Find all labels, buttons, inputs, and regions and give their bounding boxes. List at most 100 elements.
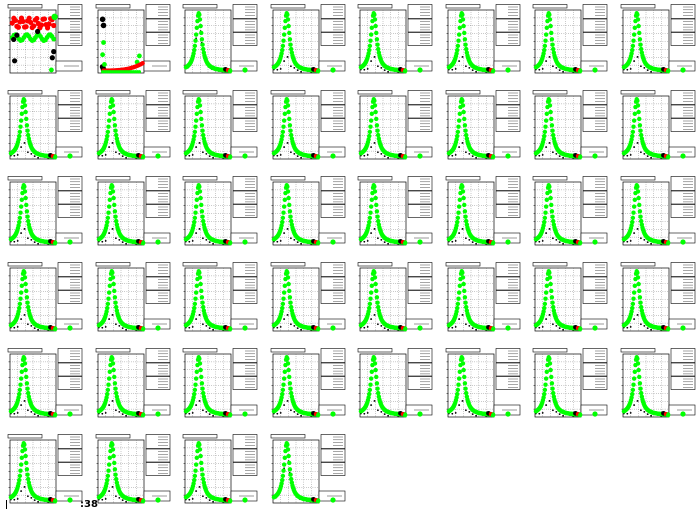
green-point bbox=[109, 184, 115, 189]
panel-title-box bbox=[620, 4, 655, 9]
black-point bbox=[387, 414, 389, 417]
panel-32 bbox=[7, 348, 83, 418]
green-point bbox=[372, 103, 378, 108]
green-point bbox=[18, 204, 24, 209]
stats-box bbox=[495, 204, 520, 218]
green-point bbox=[17, 305, 22, 311]
black-point bbox=[198, 228, 201, 230]
green-point bbox=[549, 288, 554, 294]
black-point bbox=[191, 153, 194, 156]
green-marker bbox=[490, 154, 495, 160]
green-point bbox=[460, 361, 465, 366]
green-point bbox=[106, 376, 111, 381]
green-point bbox=[635, 109, 641, 115]
green-point bbox=[23, 195, 28, 201]
panel-title-box bbox=[7, 262, 43, 267]
panel-24 bbox=[7, 262, 83, 332]
stats-box bbox=[320, 104, 345, 119]
black-point bbox=[202, 323, 204, 326]
black-point bbox=[104, 153, 107, 156]
panel-22 bbox=[532, 176, 608, 246]
green-point bbox=[630, 215, 635, 221]
panel-26 bbox=[182, 262, 258, 332]
green-point bbox=[374, 123, 380, 128]
panel-0 bbox=[7, 4, 83, 74]
green-point bbox=[366, 137, 371, 142]
green-point bbox=[368, 118, 374, 123]
green-point bbox=[280, 43, 285, 49]
stats-box bbox=[407, 204, 433, 218]
black-point bbox=[454, 325, 457, 328]
black-point bbox=[558, 241, 561, 244]
panel-36 bbox=[357, 348, 433, 418]
black-point bbox=[366, 67, 369, 70]
black-point bbox=[552, 409, 554, 412]
green-point bbox=[457, 369, 462, 374]
panel-title-box bbox=[270, 90, 305, 95]
green-point bbox=[453, 51, 459, 56]
green-point bbox=[26, 132, 31, 138]
green-marker bbox=[577, 154, 583, 160]
black-point bbox=[363, 240, 366, 243]
panel-28 bbox=[357, 262, 433, 332]
green-point bbox=[456, 290, 461, 295]
green-point bbox=[635, 23, 641, 29]
green-point bbox=[109, 98, 115, 103]
panel-38 bbox=[532, 348, 608, 418]
black-point bbox=[471, 241, 474, 244]
panel-23 bbox=[620, 176, 695, 246]
panel-title-box bbox=[270, 262, 305, 267]
black-point bbox=[548, 228, 551, 230]
green-point bbox=[368, 376, 374, 381]
stats-box bbox=[582, 290, 608, 304]
panel-title-box bbox=[182, 348, 218, 353]
green-marker bbox=[592, 239, 598, 245]
green-point bbox=[543, 376, 549, 381]
stats-box bbox=[495, 190, 520, 205]
green-point bbox=[368, 32, 374, 37]
black-point bbox=[558, 327, 561, 330]
green-marker bbox=[315, 240, 320, 246]
green-point bbox=[631, 32, 636, 37]
black-point bbox=[632, 318, 635, 320]
green-point bbox=[26, 304, 31, 310]
green-point bbox=[112, 386, 118, 391]
green-point bbox=[373, 109, 378, 115]
green-marker bbox=[417, 67, 423, 73]
green-point bbox=[632, 197, 637, 202]
black-point bbox=[457, 232, 460, 234]
black-point bbox=[13, 412, 16, 415]
green-point bbox=[17, 219, 22, 225]
green-point bbox=[280, 215, 285, 221]
green-point bbox=[462, 128, 468, 133]
black-point bbox=[275, 412, 278, 415]
black-point bbox=[464, 151, 467, 154]
green-point bbox=[286, 202, 291, 208]
black-point bbox=[555, 238, 558, 241]
green-point bbox=[637, 214, 643, 219]
green-point bbox=[462, 123, 467, 128]
green-marker bbox=[140, 154, 145, 160]
black-point bbox=[117, 238, 120, 241]
panel-title-box bbox=[95, 348, 130, 353]
green-point bbox=[543, 118, 549, 123]
green-marker bbox=[592, 325, 598, 331]
black-point bbox=[383, 155, 386, 158]
green-point bbox=[24, 123, 30, 128]
panel-title-box bbox=[357, 90, 393, 95]
black-point bbox=[212, 328, 214, 331]
black-point bbox=[292, 324, 295, 327]
green-point bbox=[456, 32, 461, 37]
black-point bbox=[286, 142, 288, 144]
green-point bbox=[23, 367, 28, 373]
green-point bbox=[367, 305, 372, 311]
green-marker bbox=[329, 153, 336, 159]
green-point bbox=[551, 304, 556, 310]
black-point bbox=[649, 70, 652, 73]
black-point bbox=[548, 400, 551, 402]
green-marker bbox=[592, 411, 598, 417]
stats-box bbox=[407, 4, 433, 19]
green-point bbox=[462, 42, 468, 47]
black-point bbox=[275, 326, 278, 329]
black-point bbox=[646, 327, 649, 330]
